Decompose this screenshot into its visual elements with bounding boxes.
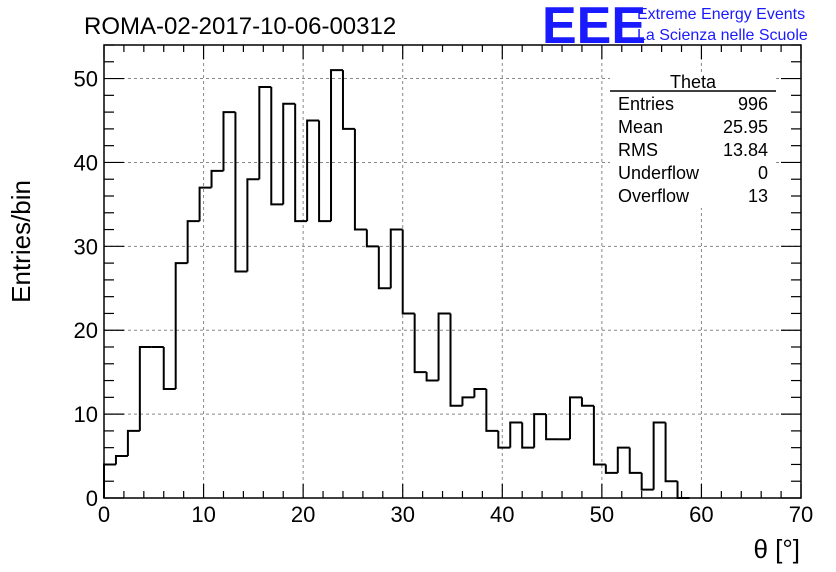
x-tick-label: 30 [390,502,414,527]
logo-line1: Extreme Energy Events [637,6,805,23]
logo-eee: EEE [542,0,646,55]
histogram-bin [604,464,618,474]
histogram-bin [413,313,427,374]
histogram-bin [652,421,666,490]
plot-frame [103,44,802,499]
stats-row-value: 13.84 [723,140,768,160]
histogram-bin [533,413,547,448]
y-tick-label: 20 [74,318,98,343]
stats-row-label: Overflow [618,186,690,206]
histogram-bin [330,69,343,222]
histogram-bin [389,228,403,289]
x-tick-label: 20 [291,502,315,527]
histogram-bin [545,414,559,441]
y-tick-label: 10 [74,402,98,427]
stats-row-label: Entries [618,94,674,114]
eee-logo: EEE Extreme Energy Events La Scienza nel… [542,0,808,55]
stats-row-label: Underflow [618,163,700,183]
stats-row-value: 25.95 [723,117,768,137]
stats-rows: Entries 996 Mean 25.95 RMS 13.84 Underflow 0 Ove… [618,94,768,206]
histogram-bin [377,246,391,290]
x-tick-label: 0 [98,502,110,527]
histogram-bin [318,120,332,223]
histogram-bin [294,103,308,223]
histogram-bin [461,396,475,406]
x-tick-label: 10 [191,502,215,527]
y-tick-label: 0 [86,486,98,511]
histogram-bin [449,313,463,407]
run-title: ROMA-02-2017-10-06-00312 [84,13,396,40]
x-tick-label: 70 [789,502,813,527]
histogram-bin [210,169,224,188]
stats-row-value: 13 [748,186,768,206]
histogram-bin [676,481,690,499]
histogram-bin [138,346,152,431]
histogram-bin [234,112,248,273]
histogram-bin [365,229,379,248]
histogram-bin [580,397,594,407]
x-tick-label: 40 [490,502,514,527]
histogram-bin [162,347,176,390]
histogram-bin [114,455,128,465]
histogram-bin [485,388,499,432]
stats-row-value: 996 [738,94,768,114]
histogram-bin [222,111,236,171]
y-tick-label: 30 [74,234,98,259]
histogram-bin [198,186,212,222]
histogram-bin [640,472,654,491]
histogram-bin [258,85,272,180]
histogram-bars [103,69,690,499]
histogram-bin [174,262,188,389]
histogram-bin [282,102,296,205]
stats-title: Theta [670,72,717,92]
histogram-bin [521,422,535,449]
stats-row-label: Mean [618,117,663,137]
histogram-bin [592,405,606,466]
histogram-bin [246,178,260,272]
stats-row-value: 0 [758,163,768,183]
histogram-bin [353,128,367,231]
histogram-bin [401,229,415,315]
x-axis-label: θ [°] [753,534,800,564]
histogram-bin [270,86,284,206]
y-tick-label: 40 [74,150,98,175]
histogram-bin [437,312,451,381]
y-tick-labels: 0 10 20 30 40 50 [74,67,98,511]
y-tick-label: 50 [74,67,98,92]
histogram-bin [628,447,642,474]
y-axis-label: Entries/bin [6,180,36,303]
histogram-bin [664,422,678,483]
histogram-bin [568,396,582,440]
x-tick-label: 60 [689,502,713,527]
histogram-bin [186,220,200,264]
x-tick-label: 50 [590,502,614,527]
axes-frame [103,44,802,499]
histogram-bin [509,421,523,448]
x-tick-labels: 0 10 20 30 40 50 60 70 [98,502,813,527]
histogram-bin [341,70,355,130]
stats-box: Theta Entries 996 Mean 25.95 RMS 13.84 Underfl… [610,72,776,208]
histogram-bin [306,119,320,222]
histogram-bin [473,387,487,398]
stats-row-label: RMS [618,140,658,160]
stats-box-background [610,75,776,208]
histogram-bin [616,446,630,473]
histogram-bin [497,430,511,449]
logo-line2: La Scienza nelle Scuole [637,27,808,44]
grid-lines [104,45,801,498]
histogram-bin [425,372,439,382]
histogram-bin [126,429,140,457]
axis-ticks [103,44,802,499]
